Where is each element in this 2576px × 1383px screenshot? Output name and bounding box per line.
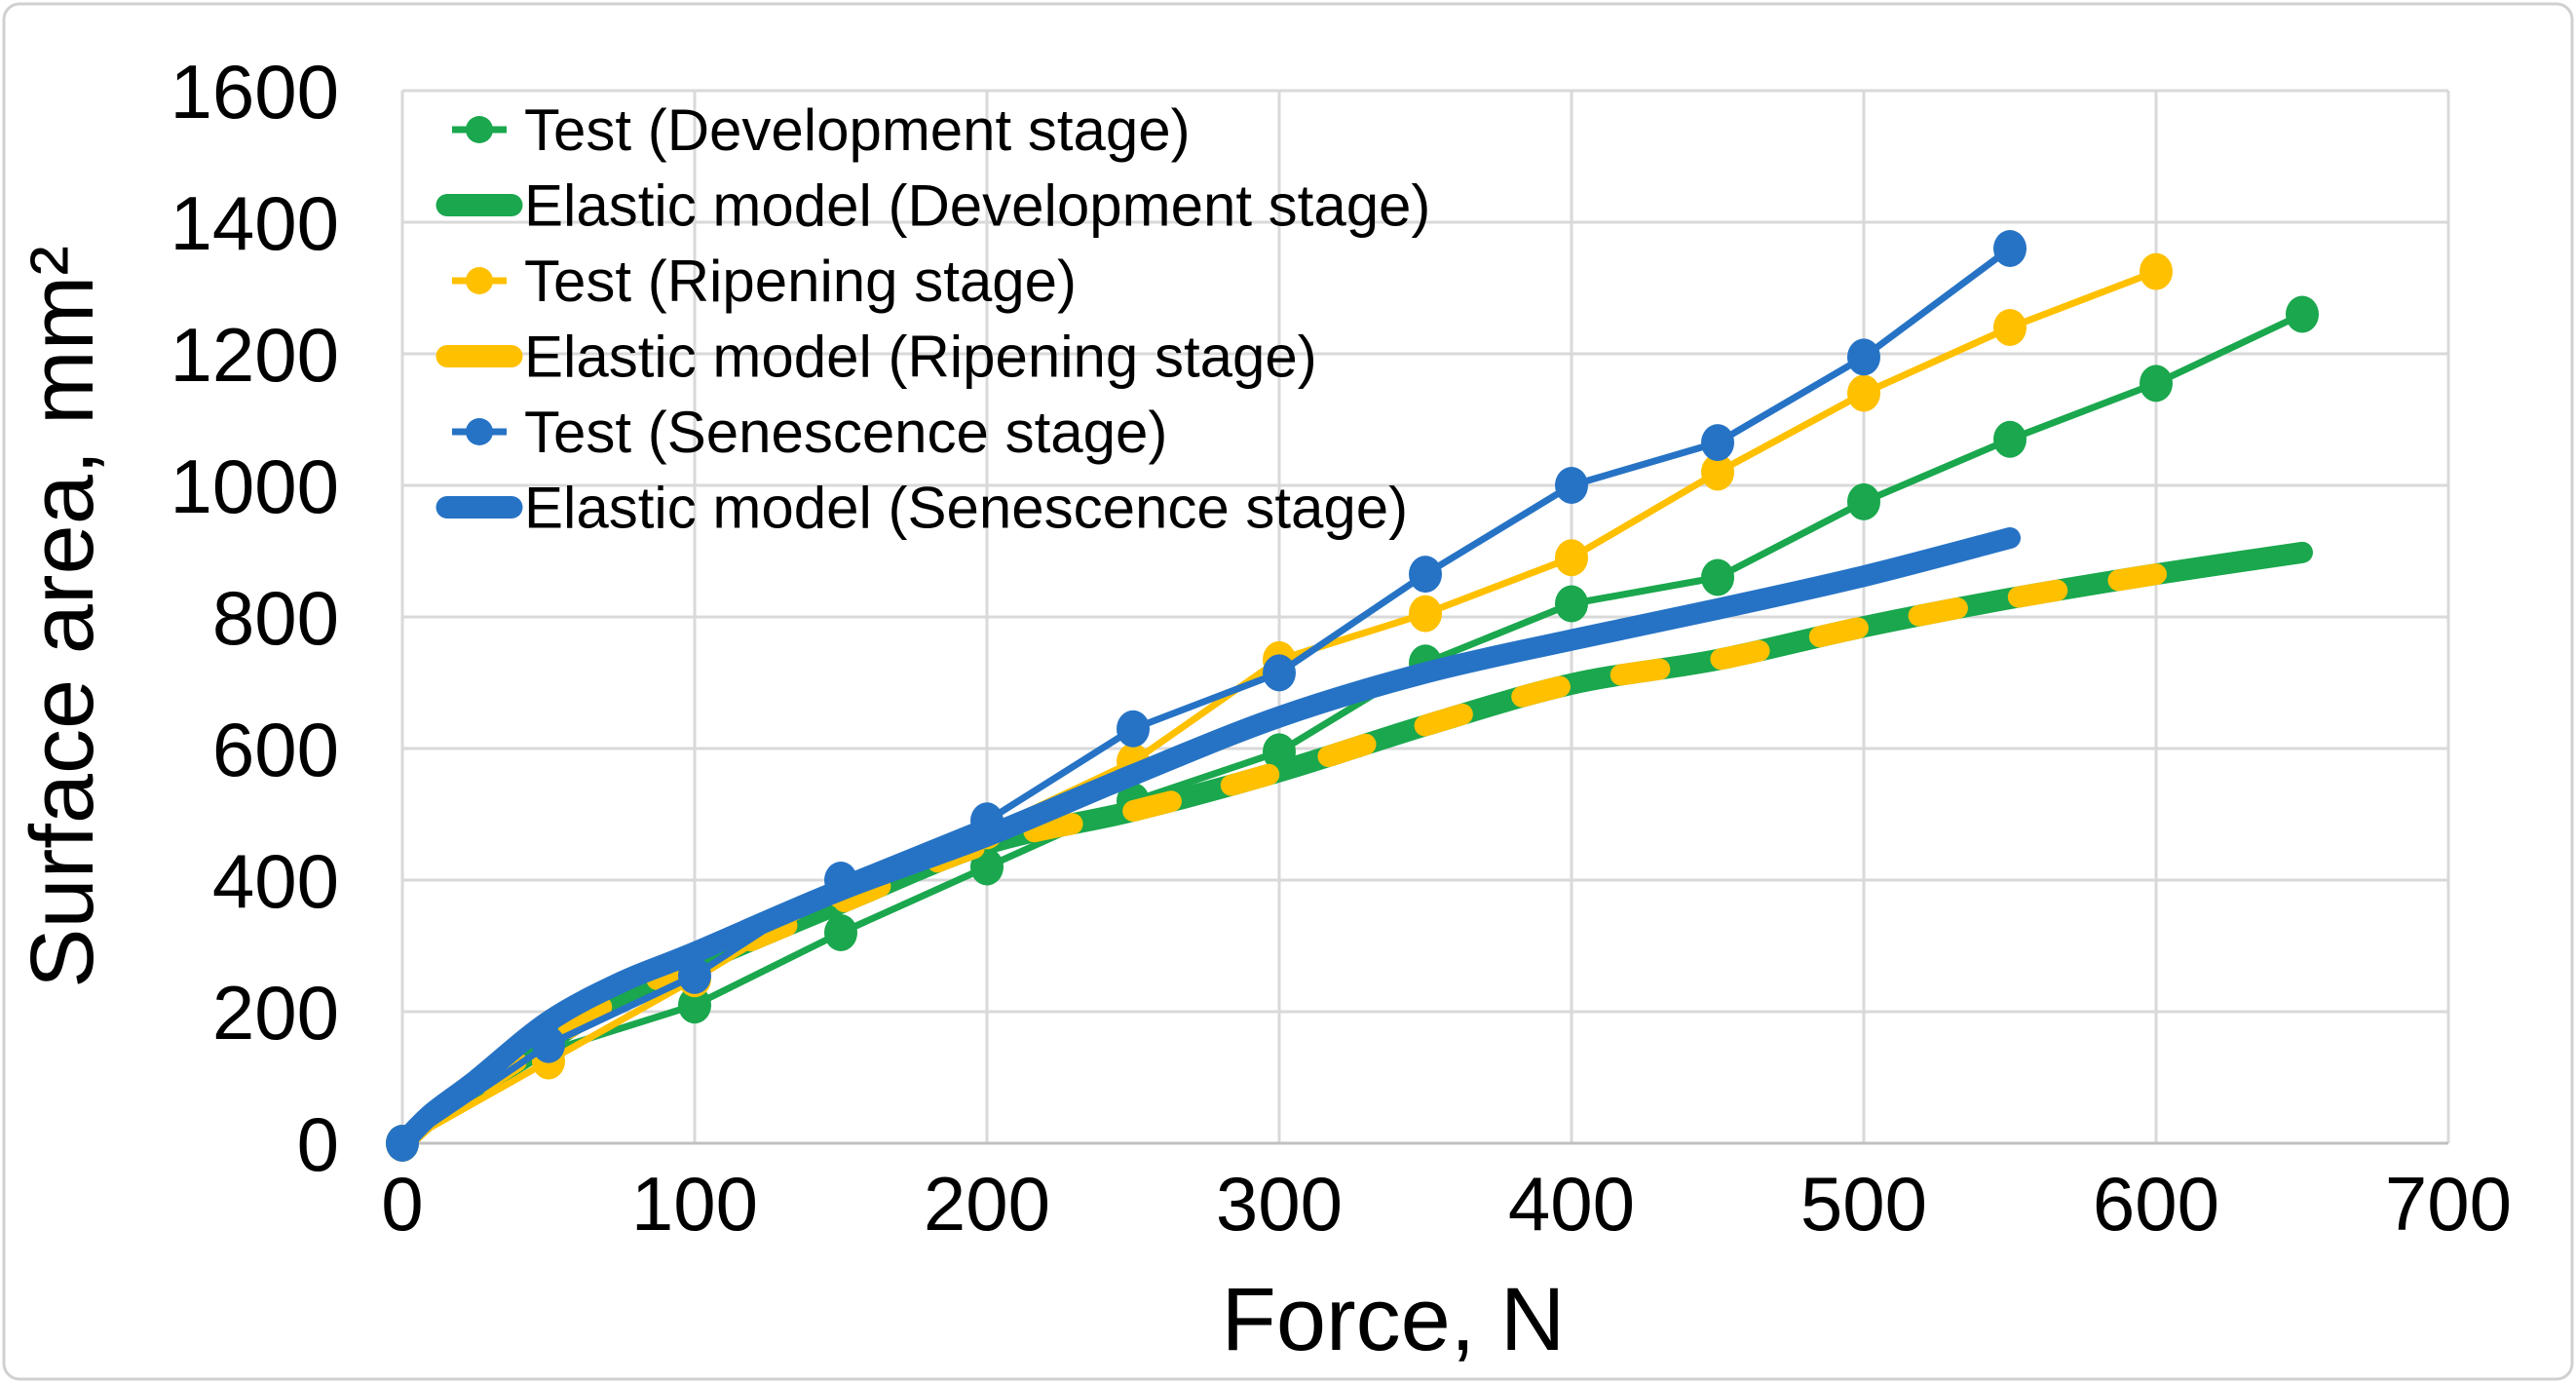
series-marker-4 (1263, 654, 1296, 692)
series-marker-0 (1847, 482, 1880, 520)
x-tick-label: 200 (924, 1161, 1050, 1247)
series-marker-2 (2140, 252, 2173, 290)
series-marker-0 (2140, 365, 2173, 403)
legend-swatch-marker-icon (466, 418, 493, 445)
series-marker-0 (1993, 420, 2027, 458)
x-tick-label: 400 (1508, 1161, 1635, 1247)
legend-label: Test (Ripening stage) (524, 249, 1077, 314)
series-marker-0 (678, 986, 711, 1024)
legend-label: Elastic model (Senescence stage) (524, 476, 1408, 541)
series-line-3 (392, 563, 2167, 1154)
series-marker-4 (1701, 424, 1734, 462)
y-axis-title: Surface area, mm² (13, 246, 112, 988)
x-tick-label: 100 (631, 1161, 758, 1247)
series-marker-4 (1117, 710, 1150, 748)
x-tick-label: 600 (2093, 1161, 2219, 1247)
legend-label: Elastic model (Ripening stage) (524, 325, 1317, 390)
legend-label: Elastic model (Development stage) (524, 173, 1430, 239)
legend-swatch-marker-icon (466, 267, 493, 294)
series-marker-4 (1847, 338, 1880, 376)
series-marker-0 (2286, 295, 2319, 333)
series-marker-4 (1555, 467, 1588, 504)
series-line-0 (400, 311, 2304, 1146)
y-tick-label: 1200 (170, 312, 339, 398)
x-tick-label: 300 (1216, 1161, 1343, 1247)
series-marker-0 (1555, 585, 1588, 623)
series-marker-2 (1993, 309, 2027, 346)
series-marker-0 (1701, 558, 1734, 596)
y-tick-label: 1400 (170, 180, 339, 266)
y-tick-label: 1000 (170, 443, 339, 529)
series-marker-2 (1555, 539, 1588, 577)
series-line-5 (392, 527, 2021, 1154)
y-tick-label: 200 (212, 970, 339, 1056)
legend-label: Test (Senescence stage) (524, 400, 1167, 465)
series-marker-2 (1409, 595, 1442, 633)
series-line-4 (400, 246, 2013, 1146)
y-tick-label: 600 (212, 707, 339, 792)
x-tick-label: 0 (381, 1161, 423, 1247)
legend-label: Test (Development stage) (524, 97, 1191, 163)
legend-swatch-marker-icon (466, 116, 493, 143)
series-marker-2 (1701, 453, 1734, 491)
y-tick-label: 0 (297, 1101, 339, 1187)
y-tick-label: 1600 (170, 49, 339, 134)
x-tick-label: 500 (1800, 1161, 1927, 1247)
x-axis-title: Force, N (1222, 1270, 1566, 1369)
x-tick-label: 700 (2385, 1161, 2512, 1247)
series-marker-0 (824, 914, 857, 951)
y-tick-label: 400 (212, 838, 339, 924)
y-tick-label: 800 (212, 575, 339, 661)
series-marker-4 (1409, 556, 1442, 594)
series-marker-4 (1993, 230, 2027, 267)
series-marker-2 (1847, 374, 1880, 412)
